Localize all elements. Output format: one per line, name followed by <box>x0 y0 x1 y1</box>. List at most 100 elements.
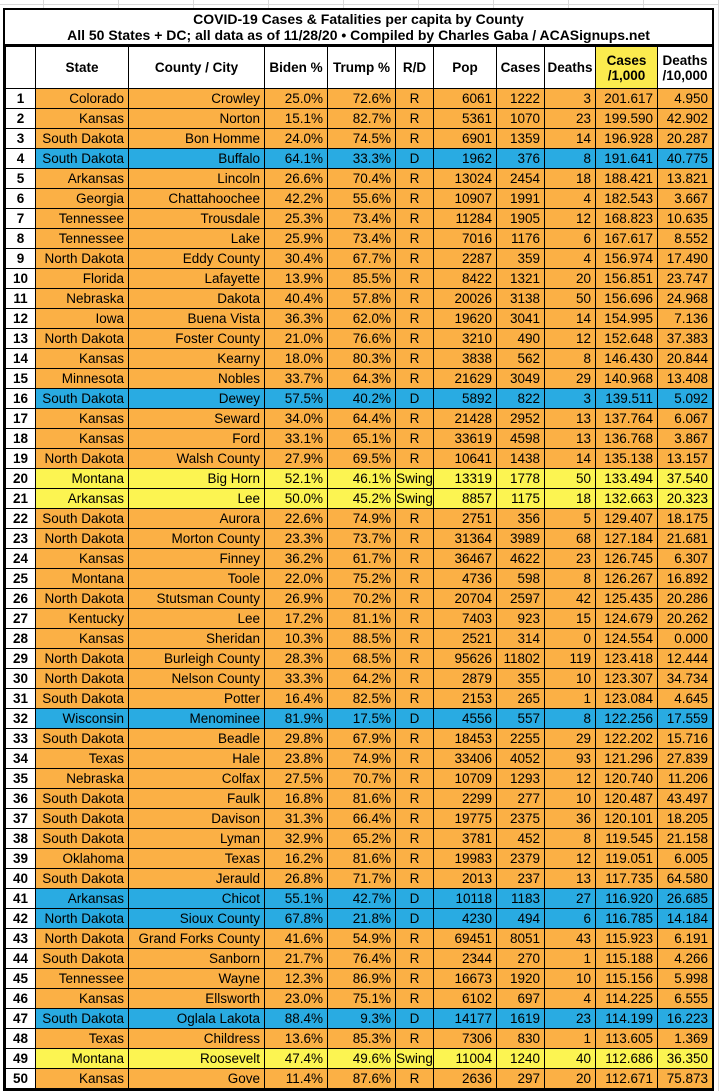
cell-cases-per-1000: 114.225 <box>595 988 658 1009</box>
cell-pop: 2521 <box>433 628 497 649</box>
cell-cases: 490 <box>496 328 545 349</box>
cell-rank: 18 <box>5 428 36 449</box>
cell-rank: 4 <box>5 148 36 169</box>
cell-trump-pct: 81.6% <box>327 848 396 869</box>
cell-deaths: 4 <box>544 248 596 269</box>
cell-deaths-per-10000: 11.206 <box>657 768 713 789</box>
cell-deaths: 18 <box>544 168 596 189</box>
cell-deaths: 8 <box>544 828 596 849</box>
cell-state: North Dakota <box>35 588 129 609</box>
cell-deaths: 20 <box>544 1068 596 1089</box>
table-row: 7 Tennessee Trousdale 25.3% 73.4% R 11284 1905 1… <box>5 208 713 229</box>
cell-rank: 33 <box>5 728 36 749</box>
cell-trump-pct: 33.3% <box>327 148 396 169</box>
cell-county: Chattahoochee <box>128 188 265 209</box>
cell-biden-pct: 25.9% <box>264 228 328 249</box>
cell-rank: 5 <box>5 168 36 189</box>
cell-cases: 1321 <box>496 268 545 289</box>
table-header-row: State County / City Biden % Trump % R/D … <box>5 46 713 89</box>
table-row: 5 Arkansas Lincoln 26.6% 70.4% R 13024 2454 18 18… <box>5 168 713 189</box>
cell-trump-pct: 9.3% <box>327 1008 396 1029</box>
cell-rank: 13 <box>5 328 36 349</box>
cell-cases-per-1000: 114.199 <box>595 1008 658 1029</box>
cell-party: R <box>395 648 434 669</box>
table-title-block: COVID-19 Cases & Fatalities per capita b… <box>5 10 712 46</box>
cell-cases-per-1000: 156.696 <box>595 288 658 309</box>
cell-deaths-per-10000: 18.175 <box>657 508 713 529</box>
cell-biden-pct: 16.8% <box>264 788 328 809</box>
cell-cases: 11802 <box>496 648 545 669</box>
cell-party: R <box>395 588 434 609</box>
cell-rank: 16 <box>5 388 36 409</box>
cell-deaths-per-10000: 12.444 <box>657 648 713 669</box>
cell-cases: 923 <box>496 608 545 629</box>
cell-biden-pct: 25.3% <box>264 208 328 229</box>
cell-party: D <box>395 1008 434 1029</box>
cell-party: R <box>395 268 434 289</box>
cell-biden-pct: 16.2% <box>264 848 328 869</box>
cell-pop: 14177 <box>433 1008 497 1029</box>
cell-deaths-per-10000: 4.950 <box>657 88 713 109</box>
cell-rank: 48 <box>5 1028 36 1049</box>
cell-trump-pct: 73.4% <box>327 208 396 229</box>
cell-biden-pct: 81.9% <box>264 708 328 729</box>
cell-county: Crowley <box>128 88 265 109</box>
cell-rank: 24 <box>5 548 36 569</box>
cell-deaths-per-10000: 21.158 <box>657 828 713 849</box>
cell-pop: 2287 <box>433 248 497 269</box>
col-county-city: County / City <box>128 46 265 89</box>
cell-biden-pct: 36.2% <box>264 548 328 569</box>
cell-cases: 1176 <box>496 228 545 249</box>
cell-state: Arkansas <box>35 888 129 909</box>
table-row: 44 South Dakota Sanborn 21.7% 76.4% R 2344 270 1… <box>5 948 713 969</box>
cell-biden-pct: 13.9% <box>264 268 328 289</box>
cell-biden-pct: 26.9% <box>264 588 328 609</box>
cell-county: Walsh County <box>128 448 265 469</box>
cell-pop: 19775 <box>433 808 497 829</box>
cell-party: R <box>395 288 434 309</box>
cell-party: D <box>395 148 434 169</box>
cell-state: Texas <box>35 748 129 769</box>
cell-cases-per-1000: 115.923 <box>595 928 658 949</box>
cell-party: R <box>395 848 434 869</box>
cell-party: R <box>395 628 434 649</box>
cell-rank: 11 <box>5 288 36 309</box>
cell-county: Seward <box>128 408 265 429</box>
cell-cases: 1619 <box>496 1008 545 1029</box>
cell-pop: 69451 <box>433 928 497 949</box>
cell-cases-per-1000: 137.764 <box>595 408 658 429</box>
table-row: 31 South Dakota Potter 16.4% 82.5% R 2153 265 1 1… <box>5 688 713 709</box>
cell-trump-pct: 72.6% <box>327 88 396 109</box>
cell-party: D <box>395 888 434 909</box>
cell-cases: 1778 <box>496 468 545 489</box>
cell-state: South Dakota <box>35 148 129 169</box>
cell-party: R <box>395 108 434 129</box>
table-row: 4 South Dakota Buffalo 64.1% 33.3% D 1962 376 8 1… <box>5 148 713 169</box>
cell-cases-per-1000: 126.267 <box>595 568 658 589</box>
cell-cases: 3049 <box>496 368 545 389</box>
cell-pop: 2344 <box>433 948 497 969</box>
cell-cases: 356 <box>496 508 545 529</box>
cell-party: R <box>395 968 434 989</box>
cell-deaths: 1 <box>544 688 596 709</box>
table-row: 21 Arkansas Lee 50.0% 45.2% Swing 8857 1175 18 13… <box>5 488 713 509</box>
cell-rank: 47 <box>5 1008 36 1029</box>
cell-cases-per-1000: 182.543 <box>595 188 658 209</box>
cell-county: Lee <box>128 488 265 509</box>
cell-rank: 15 <box>5 368 36 389</box>
table-subtitle: All 50 States + DC; all data as of 11/28… <box>67 27 650 43</box>
cell-cases-per-1000: 124.554 <box>595 628 658 649</box>
cell-trump-pct: 70.7% <box>327 768 396 789</box>
cell-deaths: 29 <box>544 368 596 389</box>
cell-cases-per-1000: 115.156 <box>595 968 658 989</box>
cell-county: Morton County <box>128 528 265 549</box>
cell-pop: 11004 <box>433 1048 497 1069</box>
cell-cases: 2454 <box>496 168 545 189</box>
cell-cases-per-1000: 127.184 <box>595 528 658 549</box>
cell-biden-pct: 24.0% <box>264 128 328 149</box>
cell-cases: 1240 <box>496 1048 545 1069</box>
cell-trump-pct: 73.7% <box>327 528 396 549</box>
cell-cases: 2375 <box>496 808 545 829</box>
cell-cases: 697 <box>496 988 545 1009</box>
cell-cases: 237 <box>496 868 545 889</box>
